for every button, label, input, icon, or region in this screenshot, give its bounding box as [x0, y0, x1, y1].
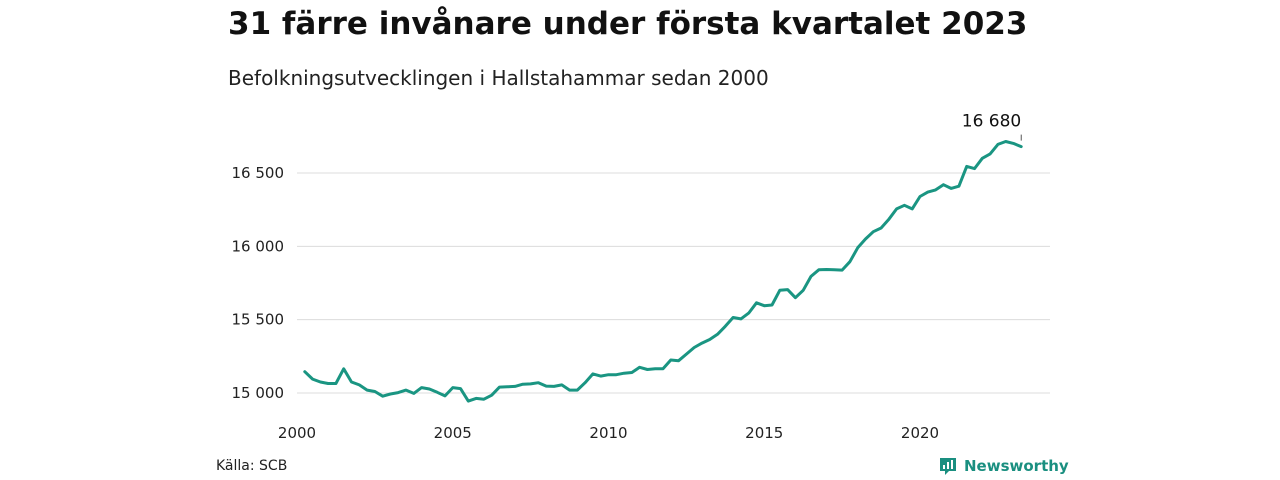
- gridlines: [297, 172, 1050, 394]
- y-tick-label: 15 500: [232, 311, 285, 329]
- brand-logo: Newsworthy: [938, 456, 1069, 476]
- axis-ticks: 15 000 15 500 16 000 16 500 2000 2005 2010 2015…: [232, 164, 940, 442]
- source-note: Källa: SCB: [216, 458, 288, 474]
- newsworthy-logo-icon: [940, 458, 956, 475]
- series-line: [303, 140, 1023, 403]
- end-value-label: 16 680: [962, 112, 1021, 132]
- annotation-layer: 16 680: [962, 112, 1022, 141]
- x-tick-label: 2020: [901, 424, 939, 442]
- chart-subtitle: Befolkningsutvecklingen i Hallstahammar …: [228, 66, 769, 90]
- x-tick-label: 2015: [745, 424, 783, 442]
- y-tick-label: 16 500: [232, 164, 285, 182]
- x-tick-label: 2005: [434, 424, 472, 442]
- brand-name: Newsworthy: [964, 457, 1069, 475]
- series-layer: [303, 140, 1023, 403]
- x-tick-label: 2000: [278, 424, 316, 442]
- x-tick-label: 2010: [589, 424, 627, 442]
- y-tick-label: 16 000: [232, 237, 285, 255]
- y-tick-label: 15 000: [232, 384, 285, 402]
- chart-title: 31 färre invånare under första kvartalet…: [228, 6, 1028, 42]
